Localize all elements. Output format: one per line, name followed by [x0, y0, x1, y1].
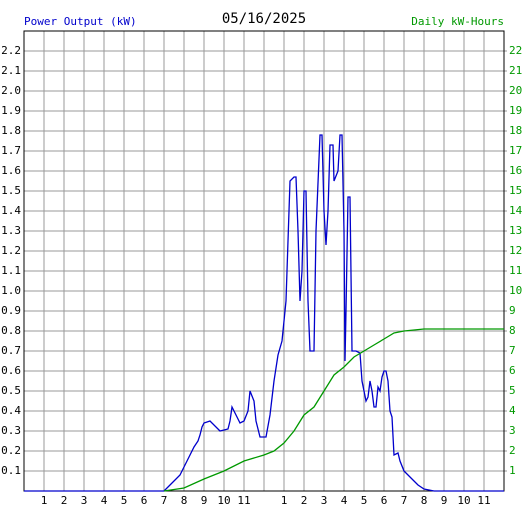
y-tick-label: 0.3	[1, 424, 21, 437]
y-tick-label: 1.2	[1, 244, 21, 257]
y2-tick-label: 21	[509, 64, 522, 77]
y2-tick-label: 2	[509, 444, 516, 457]
chart-title: 05/16/2025	[222, 11, 306, 27]
x-tick-label: 8	[181, 494, 188, 507]
x-tick-label: 3	[321, 494, 328, 507]
y-axis-label: Power Output (kW)	[24, 15, 137, 28]
y-tick-label: 0.4	[1, 404, 21, 417]
x-tick-label: 1	[281, 494, 288, 507]
y-tick-label: 1.8	[1, 124, 21, 137]
series-line	[24, 134, 504, 492]
plot-border	[23, 30, 505, 492]
x-tick-label: 6	[381, 494, 388, 507]
y-tick-label: 0.8	[1, 324, 21, 337]
y-tick-label: 1.6	[1, 164, 21, 177]
y-tick-label: 1.9	[1, 104, 21, 117]
x-tick-label: 9	[201, 494, 208, 507]
y2-tick-label: 13	[509, 224, 522, 237]
x-tick-label: 2	[301, 494, 308, 507]
y-tick-label: 1.4	[1, 204, 21, 217]
y-tick-label: 0.2	[1, 444, 21, 457]
y2-tick-label: 19	[509, 104, 522, 117]
y-tick-label: 1.5	[1, 184, 21, 197]
x-tick-label: 8	[421, 494, 428, 507]
y-tick-label: 1.0	[1, 284, 21, 297]
y-tick-label: 0.6	[1, 364, 21, 377]
y-tick-label: 2.1	[1, 64, 21, 77]
y-tick-label: 0.7	[1, 344, 21, 357]
y-tick-label: 0.1	[1, 464, 21, 477]
x-tick-label: 6	[141, 494, 148, 507]
y2-tick-label: 1	[509, 464, 516, 477]
y2-tick-label: 10	[509, 284, 522, 297]
y-tick-label: 0.5	[1, 384, 21, 397]
x-tick-label: 10	[457, 494, 470, 507]
y2-axis-label: Daily kW-Hours	[411, 15, 504, 28]
x-tick-label: 4	[101, 494, 108, 507]
x-tick-label: 10	[217, 494, 230, 507]
y2-tick-label: 17	[509, 144, 522, 157]
y2-tick-label: 14	[509, 204, 523, 217]
x-tick-label: 2	[61, 494, 68, 507]
x-tick-label: 7	[401, 494, 408, 507]
y2-tick-label: 7	[509, 344, 516, 357]
x-tick-label: 4	[341, 494, 348, 507]
y-tick-label: 1.1	[1, 264, 21, 277]
y2-tick-label: 4	[509, 404, 516, 417]
y2-tick-label: 18	[509, 124, 522, 137]
y2-tick-label: 5	[509, 384, 516, 397]
y2-tick-label: 3	[509, 424, 516, 437]
y2-tick-label: 20	[509, 84, 522, 97]
y2-tick-label: 15	[509, 184, 522, 197]
y2-tick-label: 22	[509, 44, 522, 57]
y2-tick-label: 8	[509, 324, 516, 337]
y-tick-label: 2.0	[1, 84, 21, 97]
y2-tick-label: 11	[509, 264, 522, 277]
x-tick-label: 3	[81, 494, 88, 507]
series-line	[163, 328, 504, 492]
y2-tick-label: 16	[509, 164, 522, 177]
x-tick-label: 5	[361, 494, 368, 507]
x-tick-label: 11	[237, 494, 250, 507]
y2-tick-label: 9	[509, 304, 516, 317]
y-tick-label: 1.3	[1, 224, 21, 237]
y-tick-label: 2.2	[1, 44, 21, 57]
y-tick-label: 1.7	[1, 144, 21, 157]
y-tick-label: 0.9	[1, 304, 21, 317]
x-tick-label: 11	[477, 494, 490, 507]
x-tick-label: 7	[161, 494, 168, 507]
x-tick-label: 5	[121, 494, 128, 507]
y2-tick-label: 6	[509, 364, 516, 377]
y2-tick-label: 12	[509, 244, 522, 257]
x-tick-label: 9	[441, 494, 448, 507]
x-tick-label: 1	[41, 494, 48, 507]
